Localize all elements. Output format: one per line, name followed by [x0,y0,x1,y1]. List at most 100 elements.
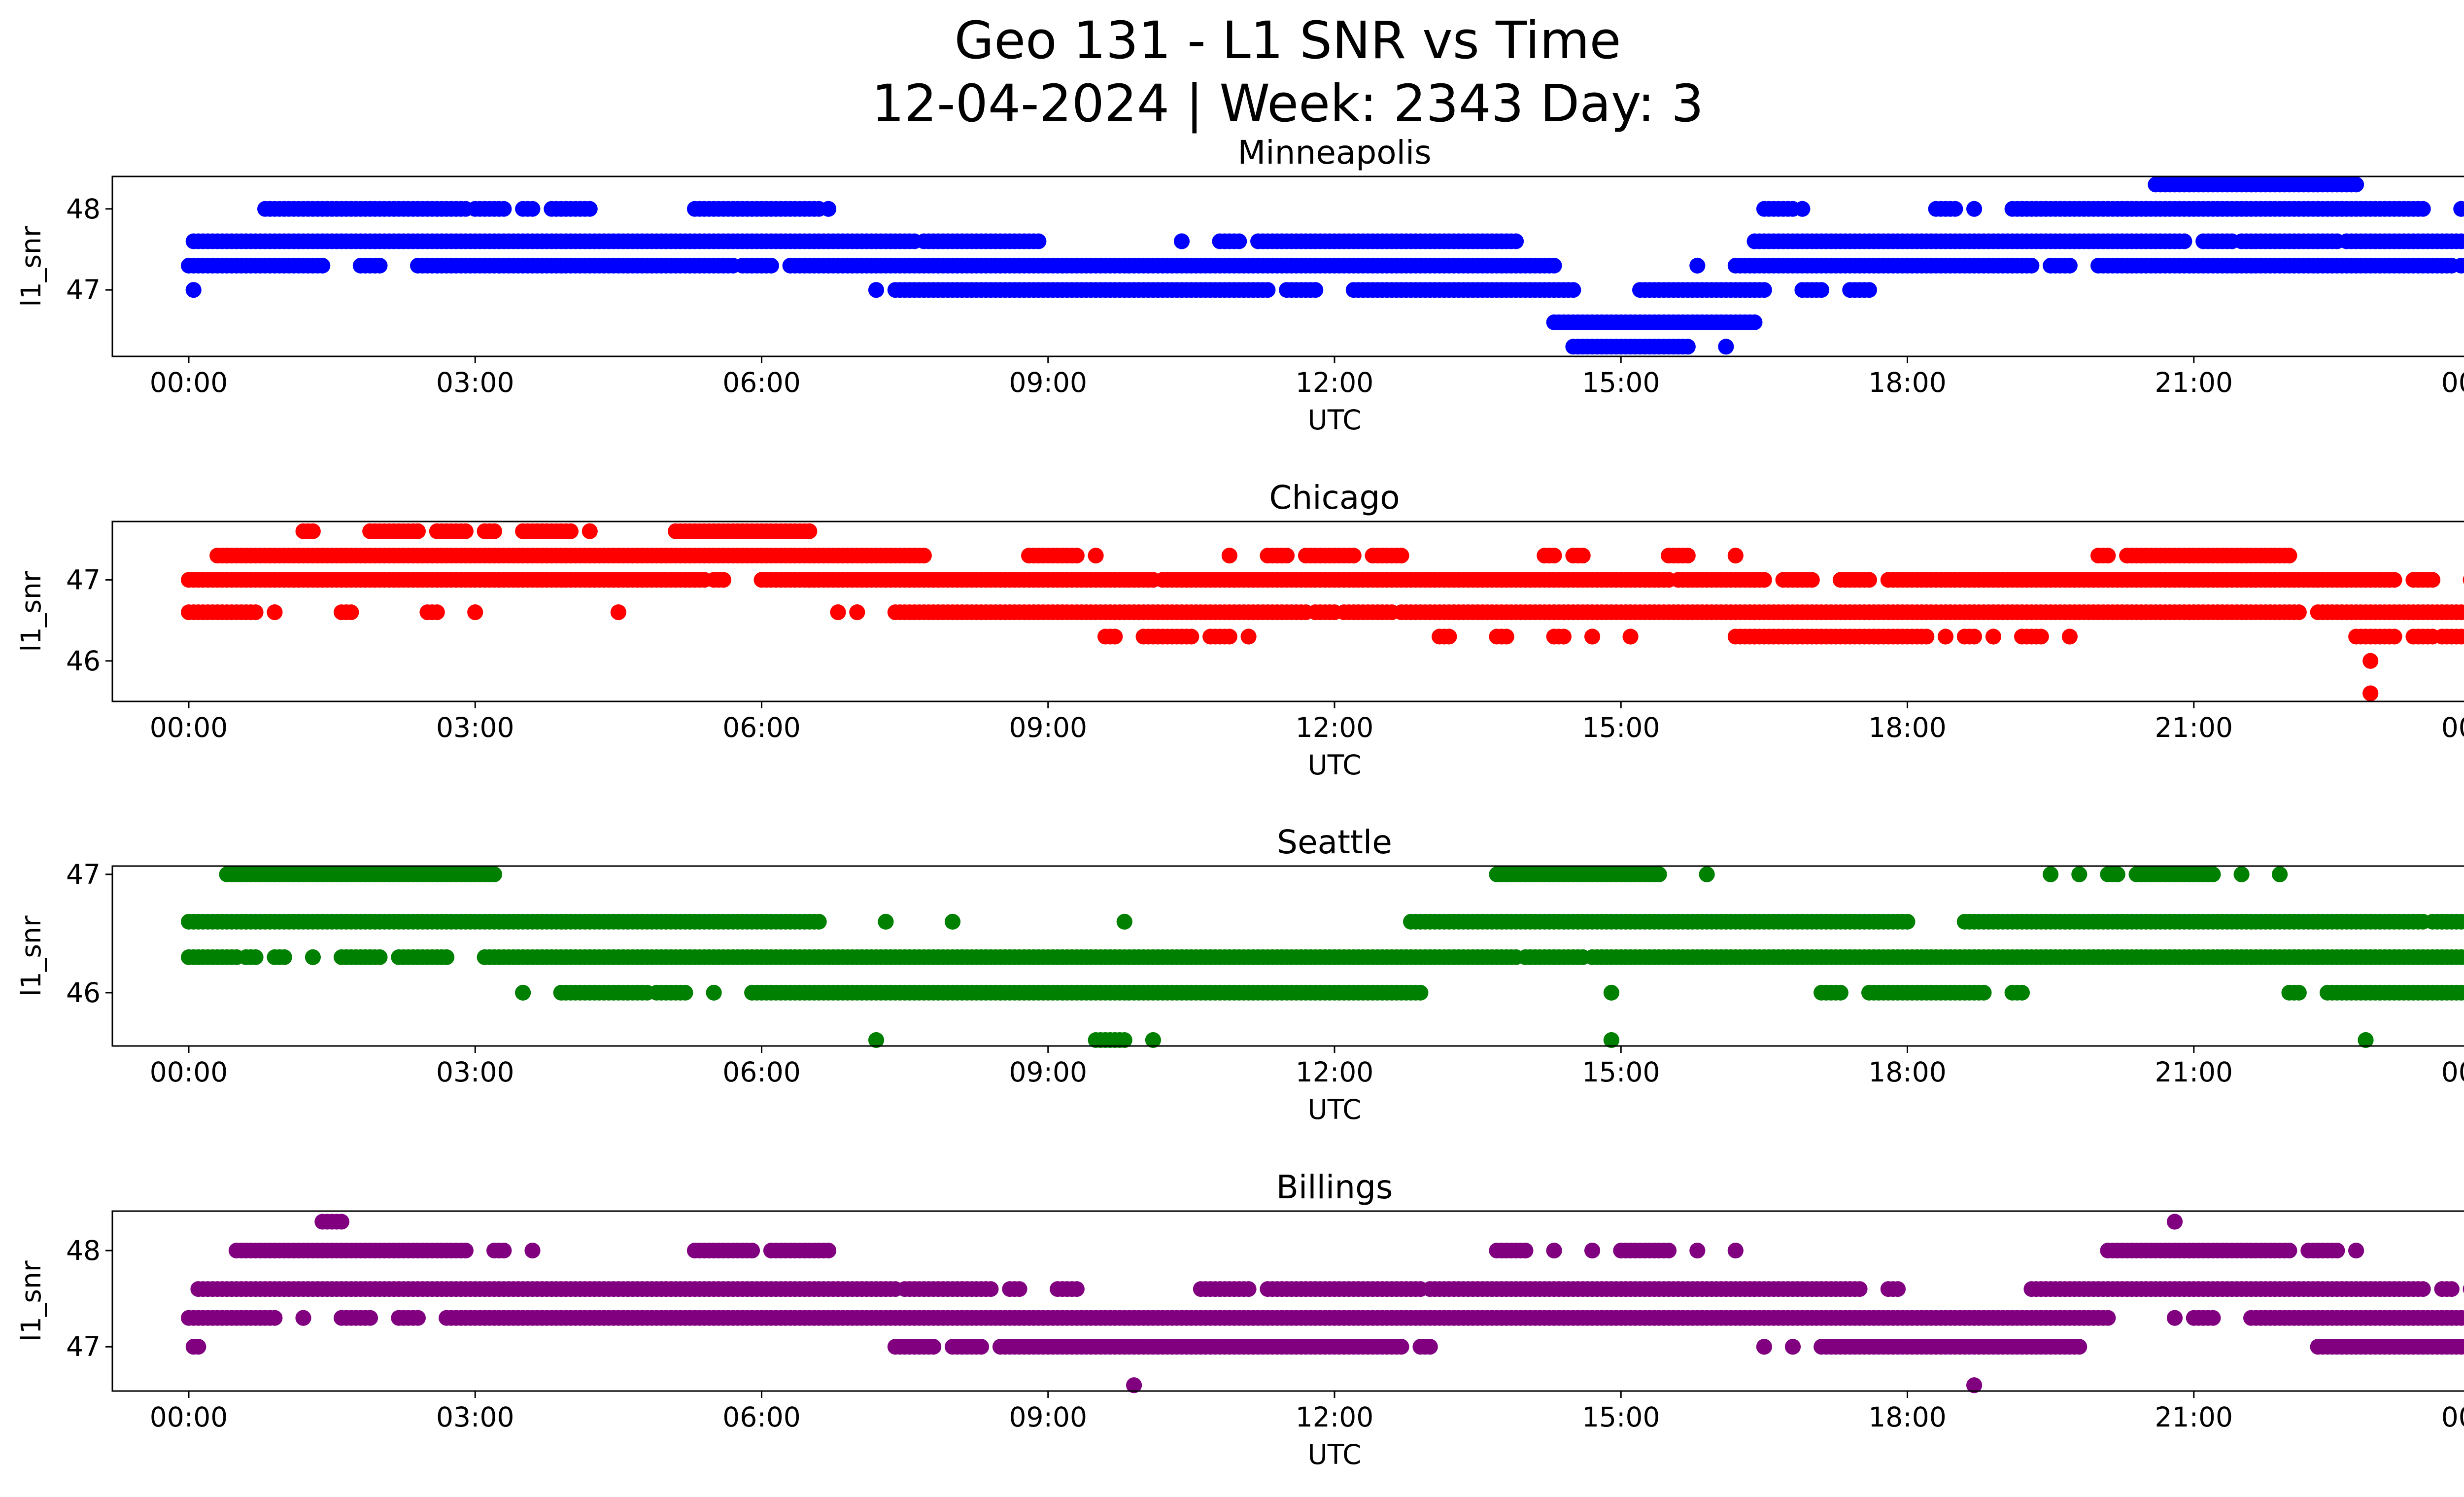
data-point [2348,176,2364,192]
data-point [716,572,731,588]
x-tick-label: 21:00 [2155,1056,2233,1088]
y-tick-label: 46 [66,977,101,1009]
data-point [678,985,693,1001]
subplot-title: Billings [1276,1168,1393,1206]
data-point [1747,314,1763,330]
data-point [496,201,512,217]
data-point [2425,572,2440,588]
y-tick-label: 47 [66,564,101,595]
x-tick-label: 09:00 [1009,712,1087,743]
x-tick-label: 09:00 [1009,1056,1087,1088]
data-point [1814,282,1829,298]
x-axis-label: UTC [1307,404,1361,436]
data-point [1546,258,1562,274]
data-point [1499,629,1514,645]
data-point [1918,629,1934,645]
data-point [2272,867,2288,882]
x-tick-label: 12:00 [1296,1056,1374,1088]
data-point [343,604,359,620]
data-point [1852,1281,1868,1297]
data-point [1785,1339,1801,1355]
data-point [1565,282,1581,298]
data-point [439,949,454,965]
data-point [1938,629,1953,645]
data-point [1623,629,1639,645]
data-point [1833,985,1848,1001]
data-point [486,867,502,882]
data-point [1546,548,1562,563]
data-point [1012,1281,1027,1297]
data-point [296,1310,311,1326]
x-tick-label: 06:00 [722,367,801,398]
data-point [525,201,541,217]
data-point [1584,1243,1600,1258]
data-point [1861,282,1877,298]
data-point [1804,572,1820,588]
data-point [1394,1339,1409,1355]
data-point [821,1243,836,1258]
y-axis-label: l1_snr [15,226,47,307]
data-point [2444,1281,2460,1297]
data-point [2110,867,2125,882]
data-point [1222,629,1237,645]
data-point [305,949,321,965]
data-point [2167,1310,2183,1326]
x-axis-label: UTC [1307,749,1361,781]
x-tick-label: 12:00 [1296,367,1374,398]
data-point [1231,234,1247,249]
data-point [429,604,445,620]
x-tick-label: 15:00 [1582,712,1660,743]
subplot-title: Seattle [1277,823,1392,861]
data-point [849,604,865,620]
data-point [2415,1281,2431,1297]
data-points [181,176,2464,354]
x-tick-label: 06:00 [722,712,801,743]
data-point [1508,234,1524,249]
data-point [1241,1281,1257,1297]
data-point [186,282,202,298]
data-point [2023,258,2039,274]
data-point [1604,985,1619,1001]
data-point [1174,234,1190,249]
data-point [811,914,827,930]
data-point [868,282,884,298]
data-point [1728,1243,1744,1258]
x-tick-label: 00:00 [150,712,228,743]
data-point [410,1310,426,1326]
x-tick-label: 15:00 [1582,367,1660,398]
data-point [1689,258,1705,274]
x-tick-label: 12:00 [1296,712,1374,743]
subplot-title: Minneapolis [1237,134,1431,172]
data-point [1718,339,1734,354]
data-point [334,1214,349,1230]
data-point [973,1339,989,1355]
data-point [486,523,502,539]
data-point [1069,1281,1085,1297]
data-point [1947,201,1963,217]
data-point [2043,867,2058,882]
data-point [1985,629,2001,645]
x-tick-label: 09:00 [1009,367,1087,398]
data-point [582,201,598,217]
data-point [314,258,330,274]
data-point [2329,1243,2345,1258]
data-point [2205,1310,2221,1326]
data-point [1394,548,1409,563]
x-tick-label: 06:00 [722,1056,801,1088]
y-tick-label: 48 [66,193,101,225]
data-point [1728,548,1744,563]
data-point [1222,548,1237,563]
data-point [1279,548,1295,563]
data-point [945,914,960,930]
data-point [2062,629,2078,645]
x-tick-label: 03:00 [436,367,514,398]
data-point [467,604,483,620]
data-point [2071,1339,2087,1355]
y-tick-label: 46 [66,645,101,677]
data-point [983,1281,999,1297]
data-point [1183,629,1199,645]
